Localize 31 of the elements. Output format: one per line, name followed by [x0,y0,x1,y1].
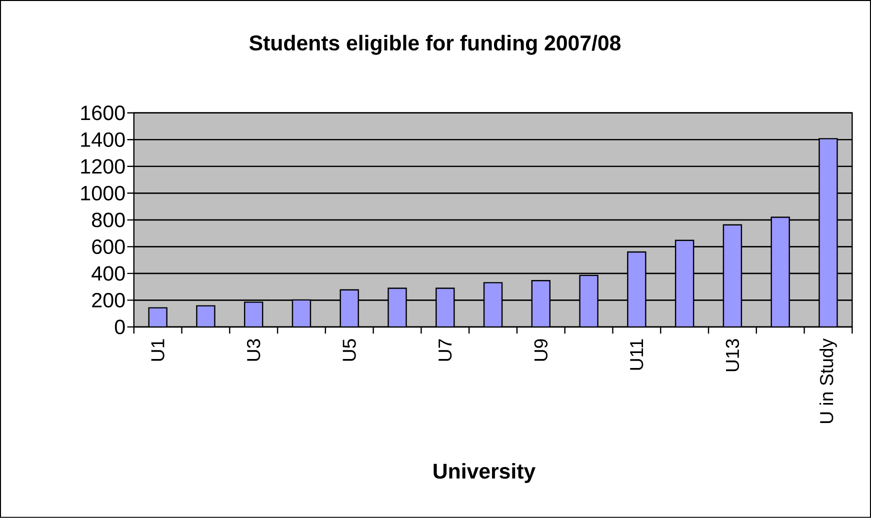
bar [483,282,503,328]
bar [722,224,742,328]
x-tick-label: U11 [630,339,644,370]
bar [436,288,455,328]
y-tick-label: 1000 [81,186,125,201]
y-tick-label: 600 [92,239,125,254]
y-tick-label: 1600 [81,106,125,120]
bar [627,251,646,328]
bar [818,138,838,328]
y-tick-label: 0 [114,320,125,334]
x-tick-label: U5 [342,339,356,361]
y-tick-label: 200 [92,292,125,308]
chart-title: Students eligible for funding 2007/08 [249,34,621,55]
y-tick-label: 1200 [81,159,125,174]
x-tick-label: U in Study [820,338,837,424]
bar [674,240,694,328]
x-tick-label: U9 [534,339,548,361]
x-axis-title: University [434,463,536,484]
y-tick-label: 800 [92,212,125,228]
y-tick-label: 400 [92,266,125,281]
bar [292,299,312,328]
bar [244,302,264,328]
bar [531,280,551,328]
x-tick-label: U3 [246,339,260,361]
bar [340,289,359,328]
x-tick-label: U7 [438,339,452,361]
y-tick-label: 1400 [81,132,125,148]
x-tick-label: U1 [151,339,164,361]
bar [579,274,598,328]
x-tick-label: U13 [726,339,740,372]
bar [770,216,790,328]
